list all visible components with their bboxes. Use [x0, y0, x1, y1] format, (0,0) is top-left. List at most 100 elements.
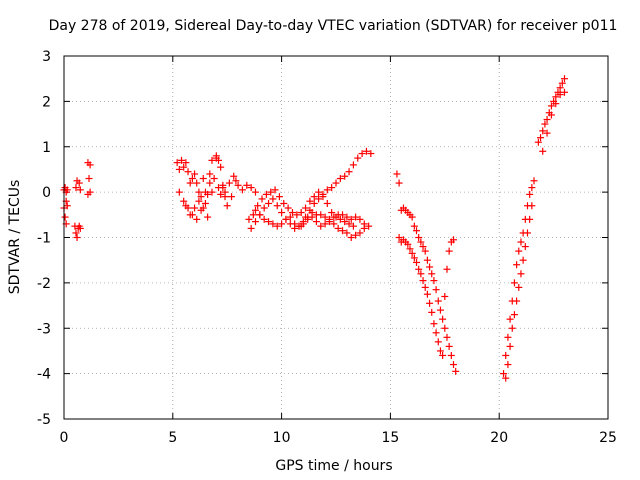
data-point	[413, 227, 421, 235]
data-point	[413, 258, 421, 266]
data-point	[430, 277, 438, 285]
data-point	[210, 175, 218, 183]
data-point	[334, 224, 342, 232]
data-point	[417, 238, 425, 246]
data-point	[560, 75, 568, 83]
data-point	[502, 351, 510, 359]
x-tick-label: 25	[599, 430, 617, 446]
x-axis-label: GPS time / hours	[275, 458, 392, 474]
data-point	[258, 195, 266, 203]
data-point	[560, 88, 568, 96]
data-point	[354, 154, 362, 162]
data-point	[408, 213, 416, 221]
data-point	[345, 168, 353, 176]
data-point	[199, 204, 207, 212]
data-point	[284, 204, 292, 212]
data-point	[238, 186, 246, 194]
data-point	[347, 234, 355, 241]
y-tick-label: -3	[37, 321, 51, 337]
data-point	[173, 159, 181, 167]
data-point	[332, 179, 340, 187]
data-point	[367, 150, 375, 158]
x-tick-label: 5	[168, 430, 177, 446]
data-point	[352, 213, 360, 221]
data-point	[191, 170, 199, 178]
data-point	[393, 170, 401, 178]
data-point	[328, 209, 336, 217]
x-tick-label: 20	[490, 430, 508, 446]
data-point	[362, 147, 370, 155]
data-point	[539, 127, 547, 135]
data-point	[297, 209, 305, 217]
data-point	[273, 222, 281, 230]
data-point	[528, 184, 536, 192]
data-point	[310, 193, 318, 201]
data-point	[447, 351, 455, 359]
data-point	[269, 220, 277, 228]
data-point	[175, 188, 183, 196]
y-axis-label: SDTVAR / TECUs	[7, 180, 23, 295]
data-point	[280, 199, 288, 207]
data-point	[63, 202, 71, 210]
data-point	[528, 202, 536, 210]
data-point	[552, 93, 560, 101]
data-points	[60, 75, 568, 382]
data-point	[452, 367, 460, 375]
data-point	[421, 247, 429, 255]
data-point	[73, 234, 81, 241]
data-point	[271, 186, 279, 194]
data-point	[504, 361, 512, 369]
data-point	[85, 175, 93, 183]
data-point	[219, 184, 227, 192]
data-point	[508, 324, 516, 332]
data-point	[432, 286, 440, 294]
data-point	[365, 222, 373, 230]
data-point	[325, 218, 333, 226]
data-point	[302, 204, 310, 212]
data-point	[230, 172, 238, 180]
data-point	[347, 215, 355, 223]
data-point	[556, 84, 564, 92]
data-point	[323, 186, 331, 194]
data-point	[72, 184, 80, 192]
data-point	[443, 333, 451, 341]
data-point	[426, 263, 434, 271]
data-point	[558, 79, 566, 87]
data-point	[254, 202, 262, 210]
data-point	[208, 188, 216, 196]
data-point	[541, 120, 549, 128]
data-point	[186, 211, 194, 219]
data-point	[506, 315, 514, 323]
data-point	[358, 150, 366, 158]
data-point	[195, 188, 203, 196]
data-point	[543, 116, 551, 124]
data-point	[515, 283, 523, 291]
data-point	[262, 190, 270, 198]
data-point	[441, 292, 449, 300]
data-point	[76, 186, 84, 194]
data-point	[500, 370, 508, 378]
data-point	[330, 220, 338, 228]
data-point	[404, 240, 412, 248]
y-tick-label: 0	[42, 185, 51, 201]
data-point	[265, 199, 273, 207]
data-point	[556, 91, 564, 99]
data-point	[278, 220, 286, 228]
data-point	[517, 238, 525, 246]
data-point	[278, 209, 286, 217]
data-point	[410, 254, 418, 262]
data-point	[341, 218, 349, 226]
data-point	[204, 190, 212, 198]
data-point	[421, 283, 429, 291]
data-point	[539, 147, 547, 155]
data-point	[234, 181, 242, 189]
data-point	[310, 199, 318, 207]
data-point	[302, 213, 310, 221]
data-point	[534, 138, 542, 146]
data-point	[526, 190, 534, 198]
data-point	[321, 220, 329, 228]
data-point	[417, 270, 425, 278]
data-point	[265, 218, 273, 226]
data-point	[521, 243, 529, 251]
data-point	[228, 193, 236, 201]
